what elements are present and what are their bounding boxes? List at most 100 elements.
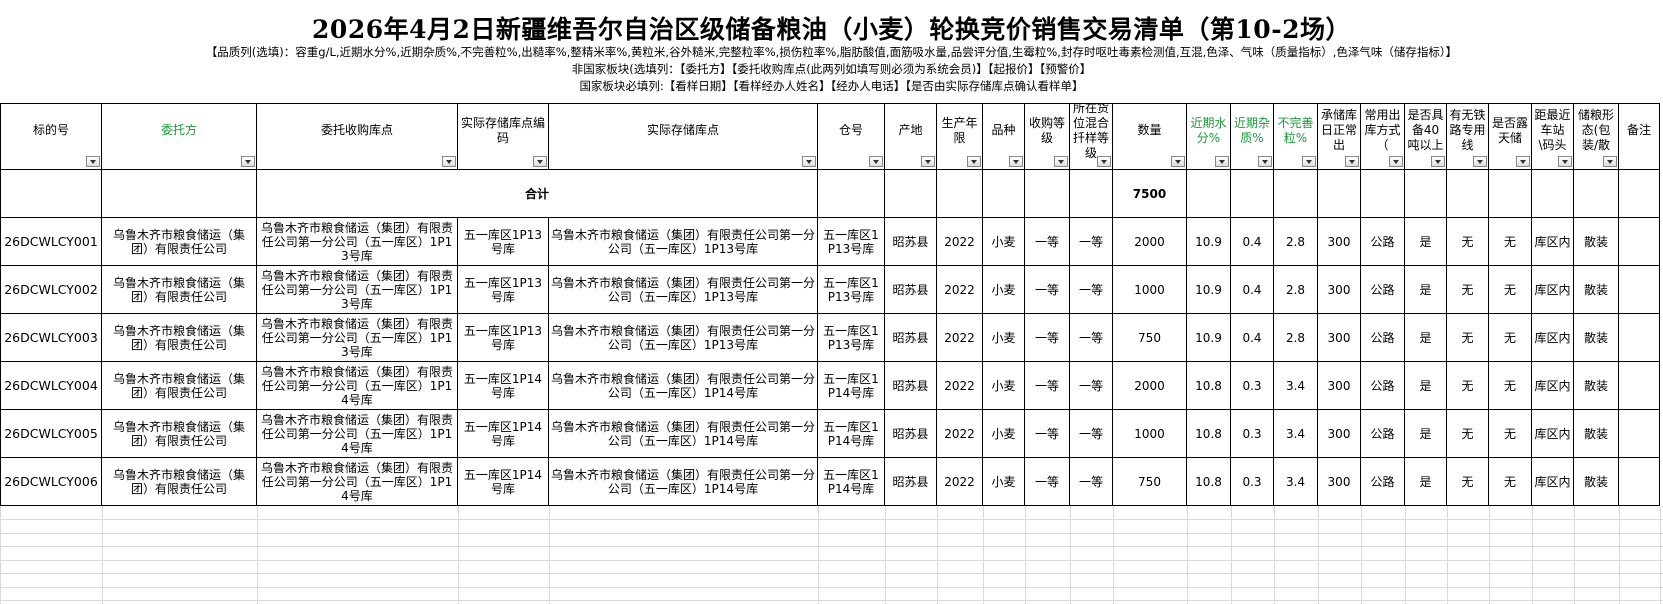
data-cell xyxy=(1619,410,1660,458)
grid-line xyxy=(1318,506,1319,604)
filter-button[interactable] xyxy=(442,156,456,167)
filter-button[interactable] xyxy=(1473,156,1487,167)
column-header: 委托收购库点 xyxy=(257,104,458,170)
data-cell: 2000 xyxy=(1113,362,1187,410)
filter-button[interactable] xyxy=(1097,156,1111,167)
filter-button[interactable] xyxy=(1302,156,1316,167)
grid-line xyxy=(0,533,1663,534)
filter-button[interactable] xyxy=(1603,156,1617,167)
column-header: 储粮形态(包装/散 xyxy=(1574,104,1619,170)
data-cell: 10.8 xyxy=(1187,458,1231,506)
data-cell: 26DCWLCY004 xyxy=(0,362,102,410)
filter-button[interactable] xyxy=(1516,156,1530,167)
data-cell: 乌鲁木齐市粮食储运（集团）有限责任公司第一分公司（五一库区）1P13号库 xyxy=(257,266,458,314)
data-cell: 昭苏县 xyxy=(885,410,937,458)
data-cell: 昭苏县 xyxy=(885,362,937,410)
data-cell: 散装 xyxy=(1574,362,1619,410)
data-cell: 小麦 xyxy=(983,218,1025,266)
filter-button[interactable] xyxy=(869,156,883,167)
filter-button[interactable] xyxy=(1431,156,1445,167)
data-cell: 2022 xyxy=(937,362,983,410)
data-cell: 2022 xyxy=(937,410,983,458)
column-header: 近期水分% xyxy=(1187,104,1231,170)
data-cell: 一等 xyxy=(1070,314,1113,362)
data-cell: 300 xyxy=(1318,362,1361,410)
data-cell: 五一库区1P14号库 xyxy=(818,362,885,410)
data-cell: 26DCWLCY002 xyxy=(0,266,102,314)
data-cell: 26DCWLCY005 xyxy=(0,410,102,458)
filter-button[interactable] xyxy=(241,156,255,167)
grid-line xyxy=(1187,506,1188,604)
data-cell: 散装 xyxy=(1574,314,1619,362)
data-cell: 小麦 xyxy=(983,362,1025,410)
data-cell: 乌鲁木齐市粮食储运（集团）有限责任公司第一分公司（五一库区）1P13号库 xyxy=(549,266,818,314)
data-cell: 无 xyxy=(1489,218,1532,266)
data-cell: 公路 xyxy=(1361,266,1405,314)
filter-button[interactable] xyxy=(1558,156,1572,167)
data-cell: 库区内 xyxy=(1532,314,1574,362)
cell xyxy=(0,170,102,218)
cell xyxy=(1489,170,1532,218)
data-cell: 26DCWLCY001 xyxy=(0,218,102,266)
total-quantity: 7500 xyxy=(1113,170,1187,218)
data-cell: 2022 xyxy=(937,314,983,362)
cell xyxy=(1070,170,1113,218)
data-cell: 26DCWLCY003 xyxy=(0,314,102,362)
filter-button[interactable] xyxy=(921,156,935,167)
column-header: 实际存储库点编码 xyxy=(458,104,549,170)
data-cell: 2000 xyxy=(1113,218,1187,266)
data-cell: 3.4 xyxy=(1274,458,1318,506)
data-cell: 一等 xyxy=(1025,362,1070,410)
data-cell: 乌鲁木齐市粮食储运（集团）有限责任公司第一分公司（五一库区）1P14号库 xyxy=(257,410,458,458)
cell xyxy=(1405,170,1447,218)
table-border xyxy=(0,103,1660,104)
column-header: 是否露天储 xyxy=(1489,104,1532,170)
data-cell: 300 xyxy=(1318,314,1361,362)
data-cell: 无 xyxy=(1447,458,1489,506)
grid-line xyxy=(0,506,1,604)
grid-line xyxy=(0,573,1663,574)
data-cell xyxy=(1619,218,1660,266)
column-header: 有无铁路专用线 xyxy=(1447,104,1489,170)
filter-button[interactable] xyxy=(1171,156,1185,167)
grid-line xyxy=(885,506,886,604)
filter-button[interactable] xyxy=(86,156,100,167)
data-cell: 无 xyxy=(1447,314,1489,362)
data-cell: 10.9 xyxy=(1187,218,1231,266)
column-header: 标的号 xyxy=(0,104,102,170)
data-cell: 0.4 xyxy=(1231,218,1274,266)
grid-line xyxy=(1405,506,1406,604)
data-cell: 是 xyxy=(1405,410,1447,458)
filter-button[interactable] xyxy=(802,156,816,167)
data-cell: 是 xyxy=(1405,362,1447,410)
data-cell: 五一库区1P14号库 xyxy=(458,362,549,410)
filter-button[interactable] xyxy=(1054,156,1068,167)
grid-line xyxy=(0,600,1663,601)
filter-button[interactable] xyxy=(533,156,547,167)
filter-button[interactable] xyxy=(1258,156,1272,167)
filter-button[interactable] xyxy=(1389,156,1403,167)
data-cell: 乌鲁木齐市粮食储运（集团）有限责任公司 xyxy=(102,458,257,506)
grid-line xyxy=(1489,506,1490,604)
filter-button[interactable] xyxy=(967,156,981,167)
data-cell: 五一库区1P13号库 xyxy=(818,218,885,266)
data-cell: 五一库区1P13号库 xyxy=(818,266,885,314)
column-header: 收购等级 xyxy=(1025,104,1070,170)
column-header: 实际存储库点 xyxy=(549,104,818,170)
column-header: 产地 xyxy=(885,104,937,170)
filter-button[interactable] xyxy=(1215,156,1229,167)
column-header: 仓号 xyxy=(818,104,885,170)
data-cell: 一等 xyxy=(1025,410,1070,458)
data-cell: 昭苏县 xyxy=(885,458,937,506)
data-cell: 公路 xyxy=(1361,314,1405,362)
data-cell: 1000 xyxy=(1113,410,1187,458)
data-cell: 散装 xyxy=(1574,218,1619,266)
filter-button[interactable] xyxy=(1009,156,1023,167)
grid-line xyxy=(1619,506,1620,604)
grid-line xyxy=(0,587,1663,588)
filter-button[interactable] xyxy=(1345,156,1359,167)
data-cell: 10.9 xyxy=(1187,314,1231,362)
grid-line xyxy=(0,519,1663,520)
data-cell: 是 xyxy=(1405,218,1447,266)
data-cell: 昭苏县 xyxy=(885,314,937,362)
